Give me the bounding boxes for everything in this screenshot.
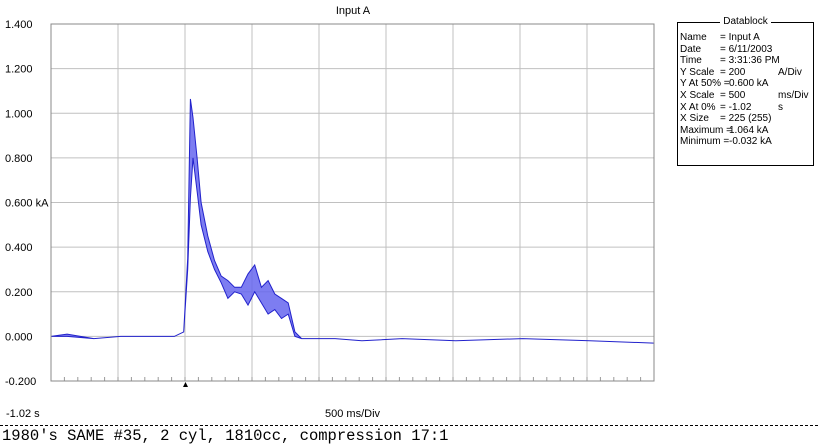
datablock-key: Name (680, 32, 707, 43)
datablock-value: = 225 (255) (720, 113, 772, 125)
x-start-label: -1.02 s (6, 408, 40, 420)
datablock-key: Minimum = (680, 136, 730, 148)
y-tick-label: 0.600 kA (5, 198, 49, 210)
x-scale-label: 500 ms/Div (325, 408, 381, 420)
y-tick-label: -0.200 (5, 376, 36, 388)
y-tick-label: 0.200 (5, 287, 33, 299)
datablock-key: Maximum = (680, 124, 732, 136)
datablock-row: X Scale = 500 ms/Div (680, 90, 811, 102)
plot-frame (50, 23, 655, 382)
datablock-row: Minimum = -0.032 kA (680, 136, 811, 148)
chart-title: Input A (336, 5, 371, 17)
datablock-key: X Scale (680, 89, 715, 101)
datablock-value: = -1.02 (720, 101, 752, 113)
datablock-value: 0.600 kA (729, 78, 769, 90)
datablock-value: 1.064 kA (729, 124, 769, 136)
y-tick-label: 1.000 (5, 108, 33, 120)
datablock-key: Y Scale (680, 66, 715, 78)
datablock-row: X At 0% = -1.02 s (680, 102, 811, 114)
caption: 1980's SAME #35, 2 cyl, 1810cc, compress… (0, 425, 818, 447)
trigger-marker (183, 382, 188, 387)
datablock-unit: s (778, 101, 783, 113)
y-tick-label: 1.200 (5, 64, 33, 76)
datablock-row: Time = 3:31:36 PM (680, 55, 811, 67)
y-axis-labels: 1.400 1.200 1.000 0.800 0.600 kA 0.400 0.200 0.… (5, 19, 49, 388)
y-tick-label: 0.000 (5, 331, 33, 343)
datablock-value: = Input A (720, 32, 760, 43)
datablock-panel: Datablock Name = Input A Date = 6/11/2003 Ti… (677, 16, 814, 166)
datablock-row: Maximum = 1.064 kA (680, 125, 811, 137)
datablock-key: Date (680, 43, 702, 55)
datablock-row: Y At 50% = 0.600 kA (680, 78, 811, 90)
series-layer (50, 98, 655, 344)
datablock-row: Date = 6/11/2003 (680, 44, 811, 56)
datablock-key: Time (680, 55, 702, 67)
datablock-row: X Size = 225 (255) (680, 113, 811, 125)
datablock-key: Y At 50% = (680, 78, 730, 90)
datablock-unit: ms/Div (778, 89, 809, 101)
datablock-value: = 6/11/2003 (720, 43, 773, 55)
datablock-value: -0.032 kA (729, 136, 772, 148)
series-band (50, 98, 655, 344)
y-tick-label: 1.400 (5, 19, 33, 31)
datablock-value: = 500 (720, 89, 746, 101)
datablock-value: = 3:31:36 PM (720, 55, 780, 67)
datablock-unit: A/Div (778, 66, 802, 78)
grid (50, 23, 655, 382)
datablock-row: Y Scale = 200 A/Div (680, 67, 811, 79)
datablock-row: Name = Input A (680, 32, 811, 44)
datablock-value: = 200 (720, 66, 746, 78)
y-tick-label: 0.400 (5, 242, 33, 254)
chart: Input A 1.400 1.200 1.000 0.800 0.600 kA 0.40… (5, 5, 655, 420)
y-tick-label: 0.800 (5, 153, 33, 165)
datablock-key: X Size (680, 113, 709, 125)
datablock-rows: Name = Input A Date = 6/11/2003 Time = 3:31:3… (680, 32, 811, 148)
datablock-title: Datablock (720, 16, 771, 27)
datablock-key: X At 0% (680, 101, 716, 113)
